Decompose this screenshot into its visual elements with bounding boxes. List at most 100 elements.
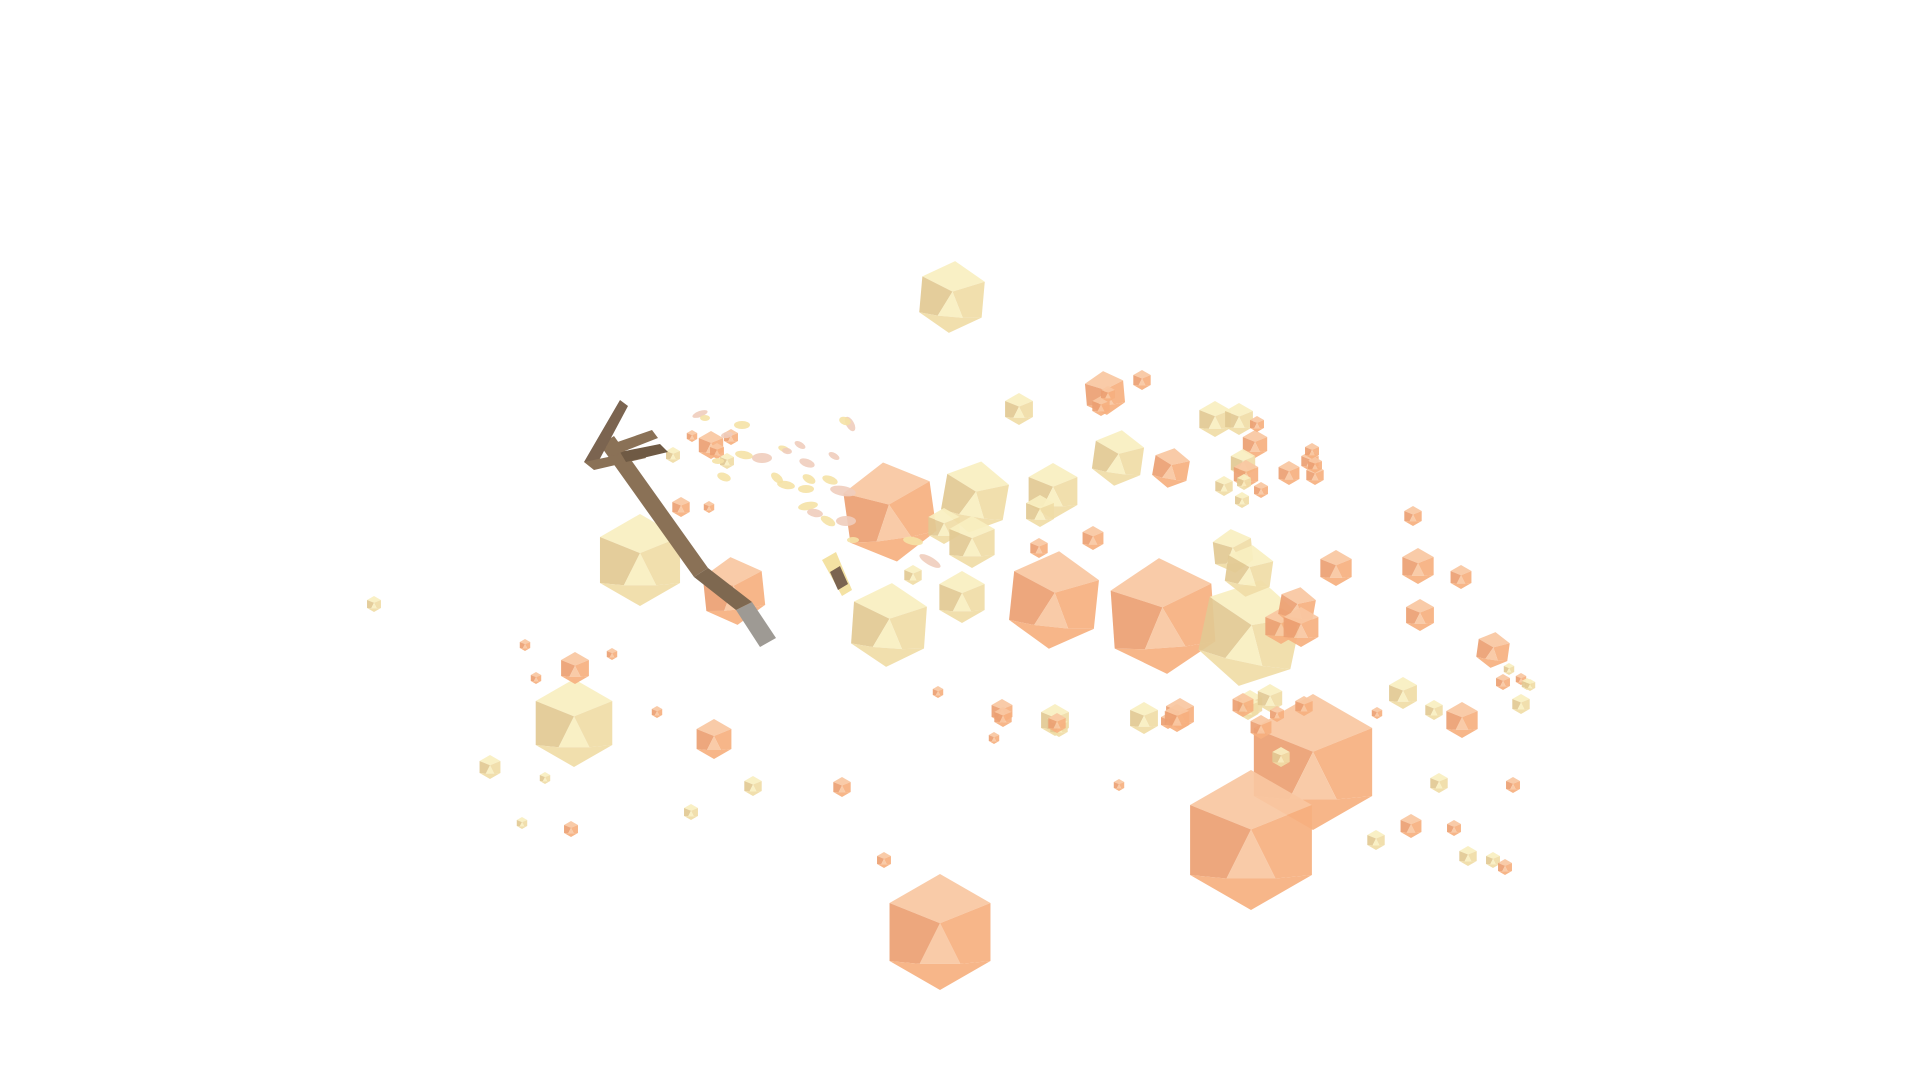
rock-fragment [1486,852,1500,868]
rock-fragment [1400,814,1422,838]
rock-fragment [1110,558,1216,674]
oval-particle-icon [692,410,708,418]
rock-fragment [1506,777,1520,793]
oval-particle-icon [700,415,710,421]
rock-fragment [1402,548,1434,584]
oval-particle-icon [752,453,772,463]
rock-fragment [1215,476,1233,496]
rock-fragment [1190,770,1312,910]
rock-fragment [1404,506,1422,526]
rock-fragment [686,430,698,442]
oval-particle-icon [822,475,838,485]
oval-particle-icon [807,508,823,518]
oval-particle-icon [712,458,724,464]
rock-fragment [651,706,663,718]
rock-fragment [1091,430,1145,486]
oval-particle-icon [798,501,818,511]
rock-fragment [479,755,501,779]
rock-fragment [561,652,589,684]
rock-fragment [1503,663,1515,675]
oval-particle-icon [735,450,753,460]
rock-fragment [1232,693,1254,717]
rock-fragment [1295,696,1313,716]
rock-fragment [530,672,542,684]
oval-particle-icon [919,554,941,568]
rock-fragments-layer [367,261,1536,990]
rock-fragment [1308,457,1322,473]
oval-particle-icon [794,441,806,449]
rock-fragment [539,772,551,784]
oval-particle-icon [717,472,731,482]
rock-fragment [1406,599,1434,631]
rock-fragment [1459,846,1477,866]
rock-fragment [1425,700,1443,720]
oval-particle-icon [828,452,840,460]
rock-fragment [564,821,578,837]
rock-fragment [1250,416,1264,432]
dust-particles-layer [692,410,941,568]
rock-fragment [1430,773,1448,793]
rock-fragment [1092,396,1110,416]
rock-fragment [1515,673,1527,685]
oval-particle-icon [721,431,733,439]
pickaxe-handle-lower [694,568,752,610]
rock-fragment [1101,386,1115,402]
pickaxe-grip [736,602,776,647]
rock-fragment [1242,430,1268,458]
rock-fragment [851,583,927,667]
rock-fragment [666,447,680,463]
rock-fragment [1524,679,1536,691]
oval-particle-icon [771,472,783,484]
rock-fragment [1283,607,1319,647]
rock-fragment [1082,526,1104,550]
oval-particle-icon [734,421,750,429]
rock-fragment [1476,632,1510,668]
rock-fragment [1450,565,1472,589]
rock-fragment [877,852,891,868]
rock-fragment [939,571,985,623]
rock-fragment [535,679,613,767]
oval-particle-icon [830,485,856,497]
rock-fragment [516,817,528,829]
rock-fragment [1130,702,1158,734]
oval-particle-icon [799,458,815,468]
oval-particle-icon [820,515,836,527]
rock-fragment [994,707,1012,727]
oval-particle-icon [798,485,814,493]
rock-fragment [1152,448,1190,488]
pickaxe-head-right [620,444,668,462]
rock-fragment [1237,474,1251,490]
oval-particle-icon [847,537,859,543]
rock-fragment [672,497,690,517]
oval-particle-icon [782,447,792,455]
rock-fragment [1389,677,1417,709]
rock-fragment [1048,713,1066,733]
rock-fragment [1030,538,1048,558]
rock-fragment [1446,702,1478,738]
rock-fragment [919,261,985,333]
rock-fragment [606,648,618,660]
rock-fragment [949,516,995,568]
oval-particle-icon [777,480,795,490]
rock-fragment [1133,370,1151,390]
pickaxe-icon[interactable] [584,400,776,647]
oval-particle-icon [802,474,816,484]
rock-fragment [684,804,698,820]
rock-fragment [1278,461,1300,485]
rock-fragment [1371,707,1383,719]
rock-fragment [1164,704,1190,732]
rock-fragment [833,777,851,797]
rock-fragment [1305,443,1319,459]
rock-fragment [1367,830,1385,850]
oval-particle-icon [903,536,923,546]
pickaxe-head-upper [584,400,628,466]
rock-fragment [1496,674,1510,690]
rock-fragment [1235,492,1249,508]
rock-fragment [696,719,732,759]
rock-fragment [1447,820,1461,836]
rock-fragment [1254,482,1268,498]
rock-fragment [1005,393,1033,425]
rock-fragment [1320,550,1352,586]
